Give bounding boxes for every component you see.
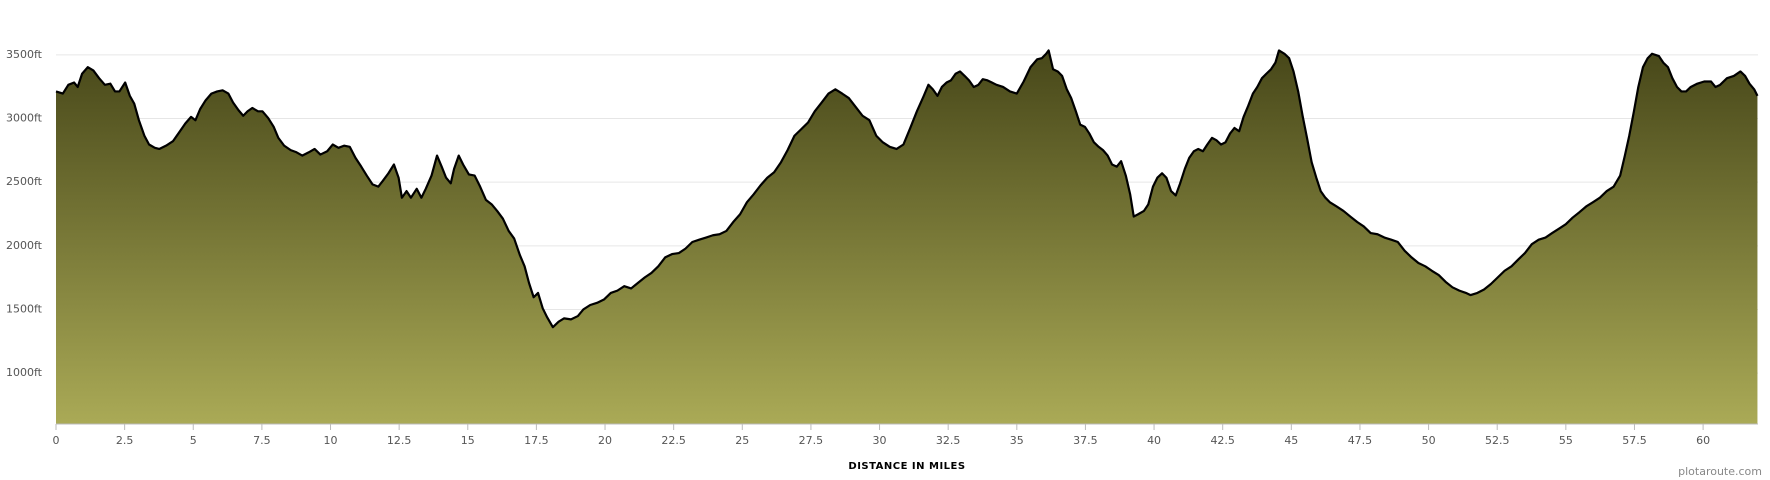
x-tick-label: 30: [873, 434, 887, 447]
y-tick-label: 2500ft: [6, 175, 43, 188]
x-tick-label: 55: [1559, 434, 1573, 447]
y-tick-label: 1500ft: [6, 302, 43, 315]
x-tick-label: 27.5: [799, 434, 824, 447]
x-tick-label: 22.5: [661, 434, 686, 447]
y-tick-label: 1000ft: [6, 366, 43, 379]
x-axis-title: DISTANCE IN MILES: [848, 461, 965, 472]
x-tick-label: 5: [190, 434, 197, 447]
y-tick-label: 2000ft: [6, 239, 43, 252]
x-tick-label: 45: [1284, 434, 1298, 447]
x-tick-label: 52.5: [1485, 434, 1510, 447]
x-tick-label: 25: [735, 434, 749, 447]
x-tick-label: 10: [324, 434, 338, 447]
x-tick-label: 37.5: [1073, 434, 1098, 447]
x-tick-label: 35: [1010, 434, 1024, 447]
y-tick-label: 3000ft: [6, 112, 43, 125]
elevation-line: [55, 49, 1759, 329]
x-tick-label: 20: [598, 434, 612, 447]
x-tick-label: 12.5: [387, 434, 412, 447]
x-tick-label: 42.5: [1210, 434, 1235, 447]
x-tick-label: 50: [1422, 434, 1436, 447]
x-tick-label: 57.5: [1622, 434, 1647, 447]
x-tick-label: 2.5: [116, 434, 134, 447]
x-tick-label: 40: [1147, 434, 1161, 447]
x-tick-label: 32.5: [936, 434, 961, 447]
credit: plotaroute.com: [1678, 465, 1762, 478]
elevation-area: [56, 50, 1758, 424]
x-tick-label: 7.5: [253, 434, 271, 447]
x-tick-label: 47.5: [1348, 434, 1373, 447]
x-tick-label: 0: [53, 434, 60, 447]
x-tick-label: 60: [1696, 434, 1710, 447]
x-tick-label: 15: [461, 434, 475, 447]
y-tick-label: 3500ft: [6, 48, 43, 61]
x-tick-label: 17.5: [524, 434, 549, 447]
